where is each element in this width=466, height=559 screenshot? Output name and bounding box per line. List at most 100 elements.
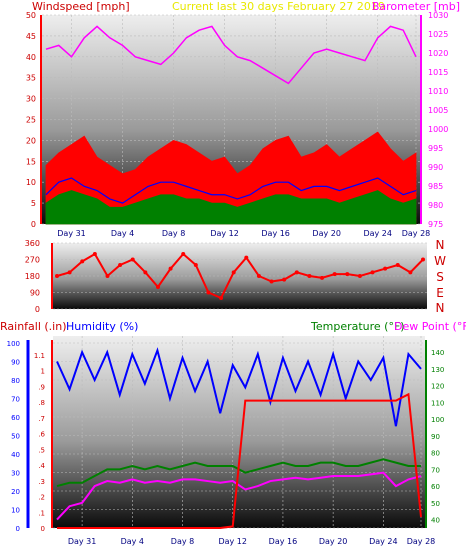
wind-axis-label: Windspeed [mph] [32, 0, 130, 13]
wind-tick-label: 25 [26, 116, 36, 125]
compass-label: N [436, 238, 445, 252]
dewpoint-axis-label: Dew Point (°F) [394, 320, 466, 333]
barometer-tick-label: 1015 [428, 68, 448, 77]
climate-x-tick-label: Day 4 [121, 537, 144, 546]
humidity-tick-label: 60 [11, 414, 20, 422]
climate-x-tick-label: Day 20 [319, 537, 348, 546]
humidity-tick-label: 30 [11, 470, 20, 478]
rainfall-tick-label: .5 [38, 446, 45, 454]
climate-x-tick-label: Day 8 [171, 537, 194, 546]
temperature-tick-label: 130 [431, 366, 444, 374]
direction-point [193, 263, 198, 267]
direction-point [256, 274, 261, 278]
humidity-tick-label: 100 [7, 340, 20, 348]
wind-tick-label: 45 [26, 32, 36, 41]
rainfall-tick-label: .9 [38, 383, 45, 391]
wind-average-area [45, 190, 417, 225]
direction-point [219, 296, 224, 300]
direction-tick-label: 270 [25, 256, 40, 265]
wind-panel-marks [45, 25, 417, 225]
climate-x-tick-label: Day 24 [369, 537, 398, 546]
direction-point [269, 279, 274, 284]
rainfall-axis-label: Rainfall (.in) [0, 320, 67, 333]
direction-line [56, 252, 424, 300]
rainfall-tick-label: .1 [38, 509, 45, 517]
wind-tick-label: 50 [26, 11, 36, 20]
direction-tick-label: 180 [25, 272, 40, 281]
barometer-tick-label: 1005 [428, 106, 448, 115]
temperature-tick-label: 90 [431, 433, 440, 441]
direction-point [80, 259, 85, 264]
rainfall-tick-label: .6 [38, 431, 45, 439]
direction-point [155, 285, 160, 289]
barometer-tick-label: 1000 [428, 125, 448, 134]
temperature-tick-label: 50 [431, 500, 440, 508]
climate-panel-background [53, 336, 425, 528]
wind-speed-line [45, 177, 417, 204]
temperature-tick-label: 120 [431, 383, 444, 391]
wind-tick-label: 35 [26, 74, 36, 83]
wind-x-tick-label: Day 31 [57, 229, 86, 238]
wind-tick-label: 10 [26, 178, 36, 187]
direction-point [231, 270, 236, 275]
direction-point [383, 266, 388, 271]
wind-tick-label: 5 [31, 199, 36, 208]
barometer-axis-label: Barometer [mb] [372, 0, 460, 13]
compass-label: W [434, 254, 446, 268]
direction-point [395, 263, 400, 267]
temperature-axis-label: Temperature (°F) [310, 320, 405, 333]
direction-point [294, 270, 299, 275]
compass-label: S [436, 270, 444, 284]
climate-panel-marks [56, 347, 422, 529]
humidity-tick-label: 20 [11, 488, 20, 496]
climate-x-tick-label: Day 28 [407, 537, 436, 546]
direction-point [67, 270, 72, 275]
direction-point [143, 270, 148, 275]
rainfall-tick-label: 1.1 [34, 352, 45, 360]
humidity-axis-label: Humidity (%) [66, 320, 138, 333]
humidity-tick-label: 80 [11, 377, 20, 385]
direction-tick-label: 360 [25, 239, 40, 248]
barometer-tick-label: 995 [428, 144, 443, 153]
rainfall-tick-label: .3 [38, 478, 45, 486]
direction-point [105, 274, 110, 278]
direction-point [92, 252, 97, 256]
wind-x-tick-label: Day 12 [210, 229, 239, 238]
rainfall-tick-label: .7 [38, 415, 45, 423]
wind-x-tick-label: Day 28 [402, 229, 431, 238]
direction-point [408, 270, 413, 275]
barometer-tick-label: 1030 [428, 11, 448, 20]
barometer-tick-label: 990 [428, 163, 443, 172]
barometer-tick-label: 980 [428, 201, 443, 210]
temperature-tick-label: 60 [431, 483, 440, 491]
chart-title: Current last 30 days February 27 2019 [172, 0, 385, 13]
wind-x-tick-label: Day 16 [261, 229, 290, 238]
barometer-tick-label: 985 [428, 182, 443, 191]
temperature-tick-label: 110 [431, 399, 444, 407]
humidity-tick-label: 10 [11, 507, 20, 515]
barometer-tick-label: 1010 [428, 87, 448, 96]
humidity-tick-label: 90 [11, 359, 20, 367]
barometer-tick-label: 1025 [428, 30, 448, 39]
direction-point [55, 274, 59, 278]
direction-point [282, 277, 287, 282]
direction-point [307, 274, 312, 278]
wind-tick-label: 40 [26, 53, 36, 62]
compass-label: E [436, 286, 444, 300]
temperature-tick-label: 140 [431, 349, 444, 357]
direction-point [130, 257, 135, 262]
humidity-line [56, 347, 422, 427]
climate-x-tick-label: Day 12 [218, 537, 247, 546]
direction-point [421, 257, 425, 262]
climate-x-tick-label: Day 16 [269, 537, 298, 546]
wind-panel-axes: 0510152025303540455097598098599099510001… [26, 11, 449, 238]
wind-tick-label: 30 [26, 95, 36, 104]
dewpoint-line [56, 471, 422, 521]
wind-tick-label: 0 [31, 220, 36, 229]
climate-panel-axes: 0 10 20 30 40 50 60 70 80 90 100 0 .1 .2 .3 .4 .5 .6 .7 .8.… [7, 340, 444, 546]
humidity-tick-label: 40 [11, 451, 20, 459]
direction-point [320, 275, 325, 280]
rainfall-line [57, 392, 422, 529]
